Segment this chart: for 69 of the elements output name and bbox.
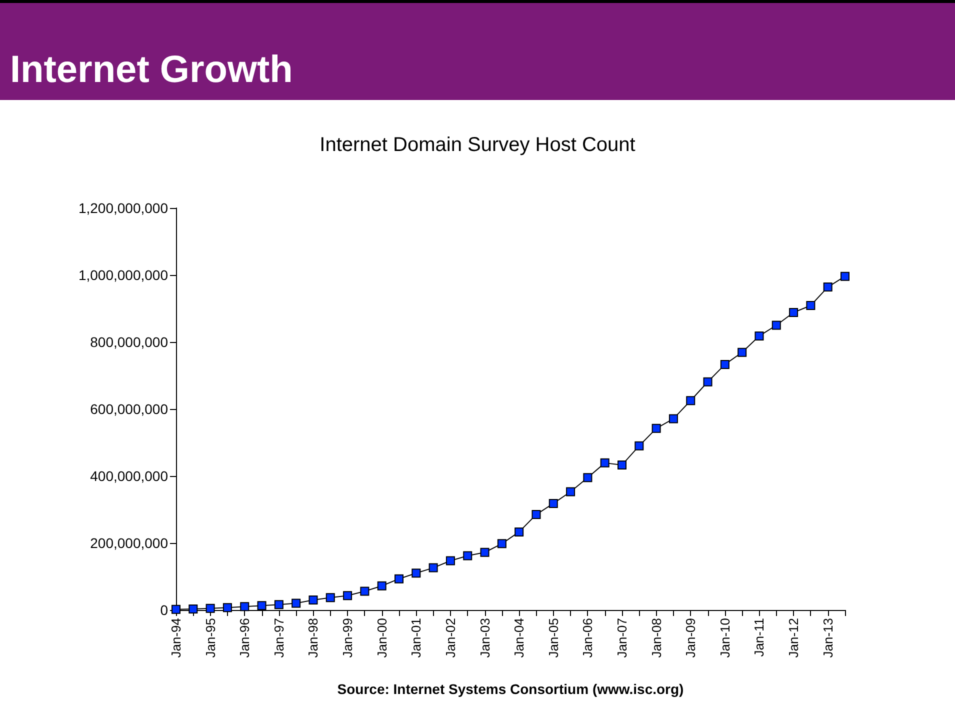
point — [274, 600, 284, 610]
x-tick-label: Jan-12 — [786, 618, 802, 658]
x-tick-label: Jan-09 — [683, 618, 698, 658]
point — [188, 604, 198, 614]
point — [600, 458, 610, 468]
x-tick-label: Jan-02 — [442, 618, 458, 658]
point — [497, 539, 506, 548]
y-tick-label: 0 — [160, 602, 168, 618]
point — [394, 574, 404, 584]
x-tick-label: Jan-95 — [202, 618, 218, 658]
x-tick-label: Jan-99 — [340, 618, 356, 658]
y-tick-label: 800,000,000 — [90, 334, 168, 350]
x-tick-label: Jan-05 — [546, 618, 561, 658]
point — [652, 424, 661, 433]
point — [566, 487, 576, 496]
x-tick-label: Jan-08 — [648, 618, 664, 658]
point — [206, 604, 215, 613]
point — [548, 498, 558, 508]
point — [583, 473, 592, 482]
point — [257, 601, 266, 610]
point — [360, 586, 370, 596]
point — [343, 591, 352, 600]
point — [754, 331, 764, 340]
point — [308, 595, 318, 604]
point — [222, 603, 232, 612]
y-tick-label: 200,000,000 — [90, 535, 168, 551]
point — [772, 320, 781, 330]
y-tick-label: 600,000,000 — [90, 401, 168, 417]
x-tick-label: Jan-94 — [168, 618, 184, 658]
point — [668, 414, 678, 424]
y-tick-label: 1,200,000,000 — [78, 200, 168, 216]
x-tick-label: Jan-97 — [271, 618, 286, 658]
x-tick-label: Jan-11 — [752, 618, 767, 657]
point — [686, 396, 696, 406]
x-tick-label: Jan-10 — [717, 618, 732, 658]
point — [618, 460, 626, 470]
x-tick-label: Jan-00 — [374, 618, 390, 658]
x-tick-label: Jan-96 — [237, 618, 252, 658]
y-tick-label: 400,000,000 — [90, 468, 168, 484]
point — [412, 568, 421, 578]
point — [377, 581, 386, 590]
point — [326, 593, 335, 602]
x-axis-title: Source: Internet Systems Consortium (www.isc.org) — [337, 681, 684, 697]
point — [292, 598, 301, 608]
chart-subtitle: Internet Domain Survey Host Count — [320, 134, 636, 156]
x-tick-label: Jan-13 — [820, 618, 836, 658]
x-tick-label: Jan-01 — [408, 618, 424, 658]
point — [446, 556, 455, 566]
point — [240, 602, 250, 612]
point — [703, 377, 712, 386]
x-tick-label: Jan-06 — [580, 618, 596, 658]
point — [720, 360, 730, 369]
point — [840, 272, 850, 281]
point — [789, 308, 798, 318]
y-tick-label: 1,000,000,000 — [78, 267, 168, 283]
point — [532, 510, 541, 520]
point — [480, 548, 490, 557]
point — [738, 348, 747, 357]
x-tick-label: Jan-03 — [477, 618, 492, 658]
point — [428, 563, 438, 572]
point — [806, 300, 816, 310]
point — [514, 527, 524, 536]
x-tick-label: Jan-98 — [306, 618, 321, 658]
x-tick-label: Jan-04 — [512, 618, 527, 658]
point — [823, 282, 832, 292]
point — [634, 441, 644, 450]
x-tick-label: Jan-07 — [614, 618, 630, 658]
point — [463, 551, 472, 560]
chart-title: Internet Growth — [9, 49, 293, 93]
